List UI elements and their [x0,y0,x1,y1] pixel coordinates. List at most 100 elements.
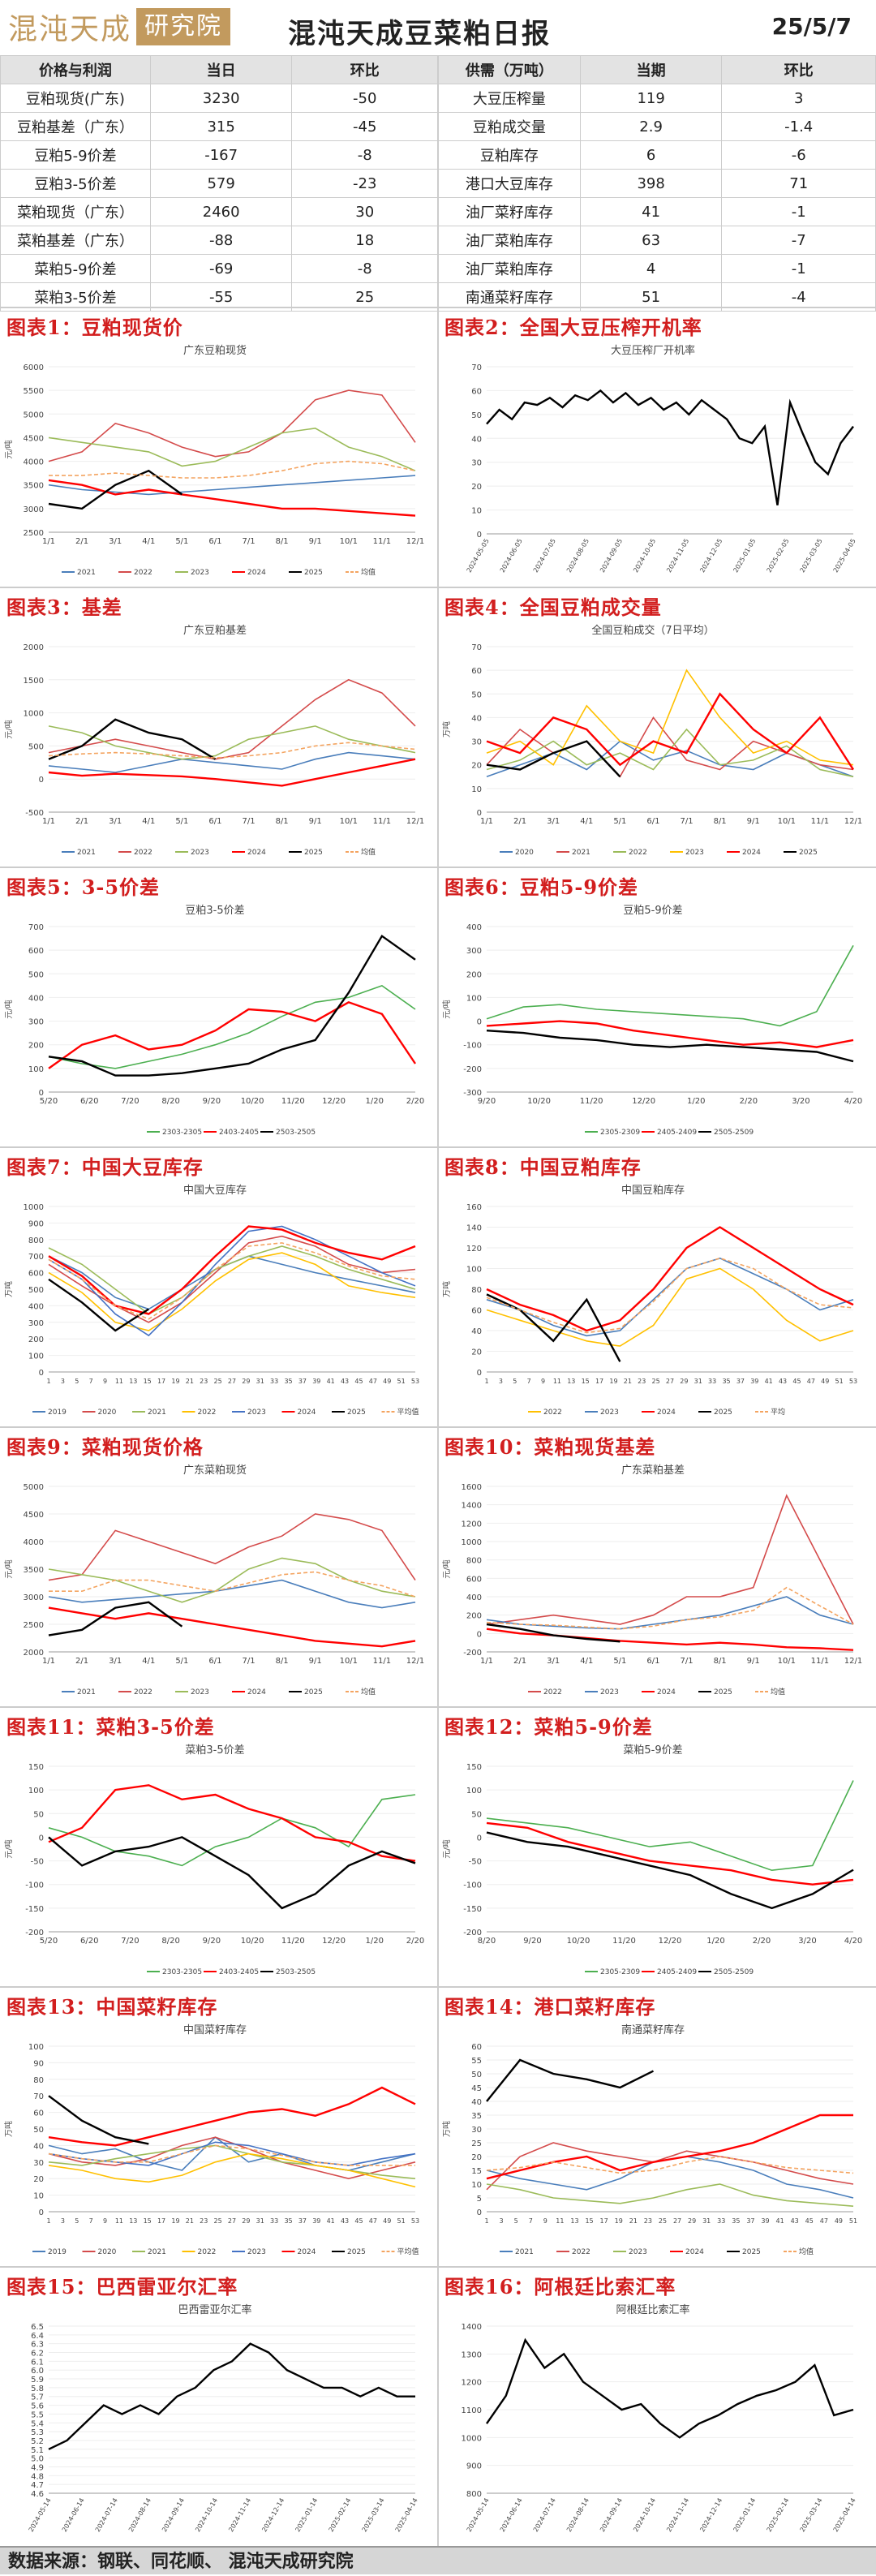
y-tick-label: 80 [471,1286,482,1295]
chart-svg: 全国豆粕成交（7日平均） 万吨 0 10 20 30 40 50 60 70 1/1 2/1 3/1 4/… [441,624,862,857]
y-tick-label: 35 [471,2112,482,2121]
x-tick-label: 2024-10-14 [632,2497,657,2534]
x-tick-label: 35 [732,2217,740,2225]
legend-label: 均值 [361,1687,376,1697]
price-table-row-value: -23 [291,169,438,198]
x-tick-label: 3 [61,2217,65,2225]
x-tick-label: 2024-11-14 [665,2497,690,2534]
y-tick-label: 70 [471,643,482,652]
x-tick-label: 2024-10-14 [194,2497,219,2534]
price-table-row: 豆粕基差（广东） 315 -45 [0,112,438,141]
y-tick-label: 200 [466,1612,482,1621]
series-line-2023 [486,2183,854,2207]
x-tick-label: 12/20 [322,1097,346,1106]
supply-demand-table: 供需（万吨） 当期 环比 大豆压榨量 119 3 豆粕成交量 2.9 -1.4 豆粕库存 6 -6 港口… [438,55,876,312]
y-tick-label: 45 [471,2084,482,2093]
y-tick-label: 800 [466,2490,482,2499]
series-line-2025 [486,1293,621,1362]
price-profit-table: 价格与利润 当日 环比 豆粕现货(广东) 3230 -50 豆粕基差（广东） 315 -45 豆粕… [0,55,438,312]
x-tick-label: 2024-11-14 [227,2497,252,2534]
y-tick-label: 100 [466,1266,482,1275]
y-tick-label: 50 [33,1810,44,1819]
price-table-row: 豆粕现货(广东) 3230 -50 [0,84,438,113]
y-tick-label: -100 [25,1881,44,1890]
series-line-2303-2305 [48,985,416,1069]
series-line-2022 [48,678,416,760]
chart-label: 图表12：菜粕5-9价差 [444,1715,653,1739]
chart-label: 图表11：菜粕3-5价差 [6,1715,215,1739]
legend-label: 2305-2309 [600,1968,640,1976]
x-tick-label: 1/1 [42,537,55,546]
x-tick-label: 6/1 [646,817,659,826]
legend-label: 均值 [361,567,376,577]
series-line-2023 [48,427,416,471]
y-tick-label: 10 [471,785,482,794]
y-tick-label: 70 [33,2092,44,2101]
x-tick-label: 2025-03-05 [799,538,824,574]
x-tick-label: 11/1 [373,1657,391,1666]
legend-label: 2025 [304,849,323,857]
x-tick-label: 27 [228,1378,236,1385]
x-tick-label: 2024-06-14 [499,2497,524,2534]
legend-label: 2024 [247,569,266,577]
y-tick-label: -200 [463,1065,482,1074]
series-line-汇率 [48,2342,415,2450]
x-tick-label: 29 [242,2217,250,2225]
y-tick-label: 60 [33,2109,44,2118]
x-tick-label: 2025-01-05 [732,538,757,574]
series-line-均值 [49,460,416,479]
x-tick-label: 9 [543,2217,548,2225]
supply-table-row-value: 41 [579,197,723,226]
y-tick-label: 2000 [24,643,44,652]
x-tick-label: 2024-11-05 [665,538,690,574]
price-table-row-value: -45 [291,112,438,141]
logo: 混沌天成 研究院 [8,6,243,47]
series-line-2025 [486,740,621,778]
y-tick-label: 20 [471,1348,482,1357]
price-table-row-label: 豆粕5-9价差 [0,140,151,170]
chart-title: 豆粕5-9价差 [623,905,682,917]
price-table-row-value: 18 [291,226,438,255]
x-tick-label: 9 [541,1378,545,1385]
y-tick-label: -500 [25,809,44,818]
legend-label: 2022 [572,2248,590,2256]
supply-table-row-value: -6 [721,140,876,170]
y-axis-label: 元/吨 [441,1000,452,1018]
series-line-2023 [48,1557,416,1603]
column-divider [437,307,439,2546]
series-line-2022 [486,1267,854,1347]
x-tick-label: 12/1 [406,1657,424,1666]
chart-section-12: 图表12：菜粕5-9价差 菜粕5-9价差 元/吨 -200 -150 -100 -50 0 50… [438,1706,876,1986]
x-tick-label: 4/20 [844,1097,862,1106]
legend-label: 2024 [298,2248,316,2256]
price-table-row-value: -8 [291,254,438,283]
x-tick-label: 9/1 [747,1657,760,1666]
x-tick-label: 29 [242,1378,250,1385]
x-tick-label: 43 [341,2217,349,2225]
x-tick-label: 53 [411,1378,419,1385]
legend-label: 2025 [347,2248,366,2256]
y-tick-label: 5.2 [31,2437,44,2446]
legend-label: 均值 [771,1687,785,1697]
y-tick-label: 6.3 [31,2341,44,2350]
x-tick-label: 47 [369,2217,377,2225]
supply-table-row: 油厂菜籽库存 41 -1 [438,197,876,226]
x-tick-label: 33 [270,1378,278,1385]
x-tick-label: 17 [595,1378,603,1385]
y-tick-label: 30 [33,2159,44,2168]
chart-title: 南通菜籽库存 [621,2023,685,2036]
y-tick-label: 20 [33,2175,44,2184]
price-table-header-cell: 当日 [149,55,293,84]
y-tick-label: 80 [33,2076,44,2085]
x-tick-label: 10/20 [567,1937,590,1946]
x-tick-label: 23 [644,2217,652,2225]
legend-label: 2025 [304,569,323,577]
y-tick-label: -100 [463,1042,482,1051]
chart-section-6: 图表6：豆粕5-9价差 豆粕5-9价差 元/吨 -300 -200 -100 0 100 200… [438,867,876,1146]
y-tick-label: -150 [463,1905,482,1914]
legend-label: 2022 [134,849,152,857]
y-tick-label: 900 [466,2462,482,2471]
